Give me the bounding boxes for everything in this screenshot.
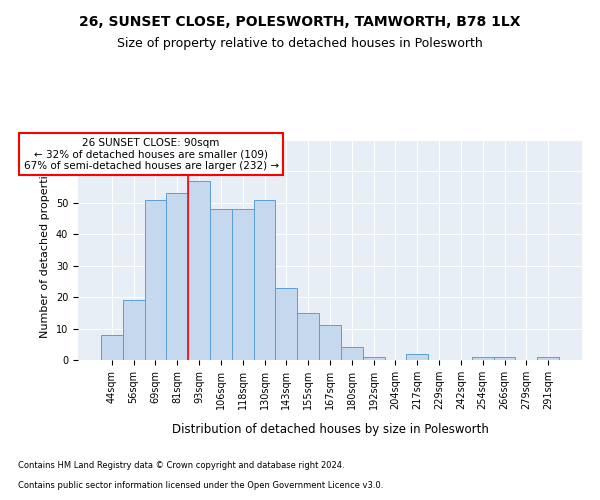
Text: Distribution of detached houses by size in Polesworth: Distribution of detached houses by size … [172, 422, 488, 436]
Text: 26, SUNSET CLOSE, POLESWORTH, TAMWORTH, B78 1LX: 26, SUNSET CLOSE, POLESWORTH, TAMWORTH, … [79, 15, 521, 29]
Bar [494, 357, 515, 360]
Text: 26 SUNSET CLOSE: 90sqm
← 32% of detached houses are smaller (109)
67% of semi-de: 26 SUNSET CLOSE: 90sqm ← 32% of detached… [23, 138, 278, 170]
Bar [297, 313, 319, 360]
Bar [145, 200, 166, 360]
Bar [123, 300, 145, 360]
Bar [537, 357, 559, 360]
Bar [319, 326, 341, 360]
Bar [363, 357, 385, 360]
Bar [275, 288, 297, 360]
Bar [472, 357, 494, 360]
Bar [232, 209, 254, 360]
Text: Contains public sector information licensed under the Open Government Licence v3: Contains public sector information licen… [18, 481, 383, 490]
Text: Size of property relative to detached houses in Polesworth: Size of property relative to detached ho… [117, 38, 483, 51]
Bar [406, 354, 428, 360]
Bar [166, 194, 188, 360]
Bar [254, 200, 275, 360]
Text: Contains HM Land Registry data © Crown copyright and database right 2024.: Contains HM Land Registry data © Crown c… [18, 461, 344, 470]
Bar [210, 209, 232, 360]
Bar [341, 348, 363, 360]
Bar [101, 335, 123, 360]
Y-axis label: Number of detached properties: Number of detached properties [40, 162, 50, 338]
Bar [188, 181, 210, 360]
